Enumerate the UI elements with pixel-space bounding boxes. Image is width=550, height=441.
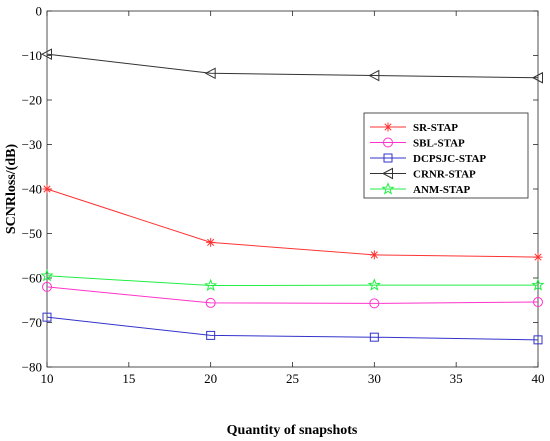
data-point-dcpsjc-stap [206, 330, 216, 340]
data-point-crnr-stap [531, 71, 543, 84]
series-line-dcpsjc-stap [46, 316, 539, 341]
marker-star [381, 182, 395, 195]
y-tick-label: −30 [22, 137, 42, 152]
legend-entry: CRNR-STAP [370, 167, 476, 181]
marker-triangle-left [381, 167, 393, 180]
data-point-anm-stap [531, 278, 545, 291]
data-point-crnr-stap [204, 67, 216, 80]
x-axis-title: Quantity of snapshots [227, 423, 358, 438]
marker-circle [383, 137, 393, 148]
marker-square [383, 153, 393, 163]
series-sr-stap [42, 184, 543, 262]
series-dcpsjc-stap [42, 312, 543, 345]
legend-entry: ANM-STAP [370, 182, 471, 196]
data-point-sbl-stap [369, 298, 380, 309]
series-line-crnr-stap [46, 53, 539, 79]
series-layer [40, 48, 545, 345]
series-line-anm-stap [46, 275, 538, 287]
x-tick-label: 30 [368, 371, 381, 386]
series-anm-stap [40, 268, 545, 292]
data-point-anm-stap [204, 278, 218, 292]
data-point-sbl-stap [205, 297, 216, 308]
data-point-crnr-stap [368, 69, 380, 82]
legend-label: DCPSJC-STAP [413, 153, 486, 165]
legend-label: CRNR-STAP [413, 169, 476, 181]
legend-entry: SR-STAP [370, 122, 458, 134]
marker-asterisk [383, 122, 393, 132]
x-tick-label: 35 [450, 371, 463, 386]
y-tick-label: −70 [22, 315, 42, 330]
y-tick-label: 0 [36, 4, 43, 19]
x-tick-label: 10 [41, 371, 54, 386]
legend-label: ANM-STAP [413, 184, 471, 196]
ticks: 10 15 20 25 30 35 40 0 −10 −20 −30 −40 −50 −60 −70 −80 [22, 4, 545, 387]
y-tick-label: −10 [22, 48, 42, 63]
data-point-anm-stap [367, 278, 381, 291]
legend-entry: SBL-STAP [370, 137, 465, 150]
x-tick-label: 25 [286, 371, 299, 386]
data-point-sr-stap [42, 184, 52, 194]
data-point-dcpsjc-stap [369, 332, 379, 342]
y-tick-label: −20 [22, 93, 42, 108]
data-point-dcpsjc-stap [533, 335, 543, 345]
x-tick-label: 15 [122, 371, 135, 386]
data-point-crnr-stap [40, 48, 52, 60]
data-point-sbl-stap [533, 297, 543, 308]
data-point-anm-stap [40, 268, 54, 282]
data-point-sbl-stap [42, 281, 52, 292]
series-line-sbl-stap [46, 286, 539, 304]
y-tick-label: −80 [22, 360, 42, 375]
y-tick-label: −50 [22, 226, 42, 241]
data-point-sr-stap [206, 237, 216, 247]
series-line-sr-stap [46, 188, 539, 258]
x-tick-label: 20 [204, 371, 217, 386]
y-tick-label: −60 [22, 271, 42, 286]
legend-label: SBL-STAP [413, 138, 465, 150]
data-point-sr-stap [533, 252, 543, 262]
data-point-dcpsjc-stap [42, 312, 52, 322]
legend-entry: DCPSJC-STAP [370, 153, 486, 165]
data-point-sr-stap [369, 250, 379, 260]
legend: SR-STAP SBL-STAP DCPSJC-STAP CRNR-STAP ANM-S… [363, 112, 529, 199]
y-axis-title: SCNRloss/(dB) [4, 144, 19, 235]
series-crnr-stap [40, 48, 543, 84]
x-tick-label: 40 [532, 371, 545, 386]
series-sbl-stap [42, 281, 543, 309]
legend-label: SR-STAP [413, 122, 458, 134]
y-tick-label: −40 [22, 182, 42, 197]
